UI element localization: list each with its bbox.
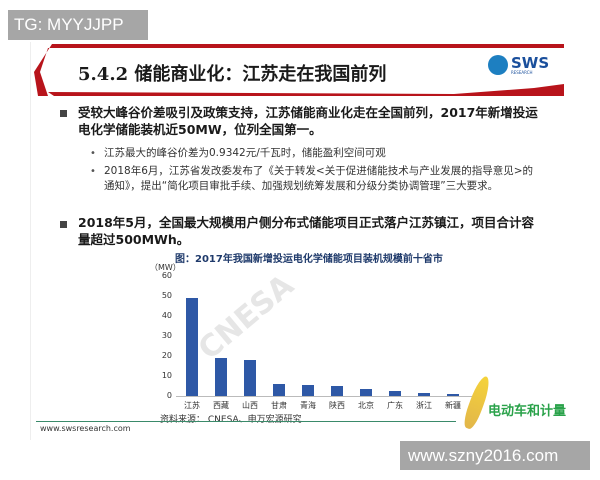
bullet-icon [60, 110, 67, 117]
logo-text: SWS [511, 53, 550, 72]
globe-icon [488, 55, 508, 75]
bar-甘肃 [273, 384, 285, 396]
x-tick-label: 西藏 [213, 401, 229, 410]
slide [30, 42, 568, 440]
bullet-icon [60, 221, 67, 228]
source-note: 资料来源： CNESA、申万宏源研究 [160, 415, 302, 425]
bar-江苏 [186, 298, 198, 396]
footer-url: www.swsresearch.com [40, 424, 131, 433]
x-tick-label: 新疆 [445, 401, 461, 410]
x-tick-label: 浙江 [416, 401, 432, 410]
logo-subtext: RESEARCH [511, 69, 533, 75]
y-tick-label: 30 [161, 331, 172, 340]
divider [36, 421, 456, 422]
x-tick-label: 江苏 [184, 401, 200, 410]
x-tick-label: 北京 [358, 401, 374, 410]
x-tick-label: 广东 [387, 401, 403, 410]
y-tick-label: 20 [161, 351, 172, 360]
bullet-2: 2018年5月，全国最大规模用户侧分布式储能项目正式落户江苏镇江，项目合计容量超… [78, 215, 534, 247]
x-axis [176, 396, 472, 397]
x-tick-label: 山西 [242, 401, 258, 410]
x-tick-label: 甘肃 [271, 401, 287, 410]
event-badge: 电动车和计量 [488, 404, 567, 419]
bar-山西 [244, 360, 256, 396]
title-bar-decoration [34, 44, 564, 96]
bar-西藏 [215, 358, 227, 396]
sub-bullet-1: 江苏最大的峰谷价差为0.9342元/千瓦时，储能盈利空间可观 [104, 147, 386, 159]
y-axis-unit: （MW） [150, 263, 181, 272]
bar-新疆 [447, 393, 459, 396]
bar-广东 [389, 391, 401, 396]
sub-bullet-2: 2018年6月，江苏省发改委发布了《关于转发<关于促进储能技术与产业发展的指导意… [104, 165, 533, 192]
y-tick-label: 60 [161, 271, 172, 280]
slide-title: 5.4.2 储能商业化：江苏走在我国前列 [78, 64, 387, 85]
x-tick-label: 青海 [300, 401, 316, 410]
bar-北京 [360, 389, 372, 396]
y-tick-label: 40 [161, 311, 172, 320]
y-tick-label: 0 [166, 391, 172, 400]
y-tick-label: 50 [161, 291, 172, 300]
watermark-bottom: www.szny2016.com [400, 441, 590, 470]
bullet-1: 受较大峰谷价差吸引及政策支持，江苏储能商业化走在全国前列，2017年新增投运电化… [78, 105, 538, 137]
bar-浙江 [418, 393, 430, 396]
bar-青海 [302, 385, 314, 396]
y-tick-label: 10 [161, 371, 172, 380]
sws-logo: SWS RESEARCH [488, 55, 549, 75]
bar-陕西 [331, 386, 343, 396]
sub-bullet-icon: • [90, 166, 96, 177]
sub-bullet-icon: • [90, 148, 96, 159]
x-tick-label: 陕西 [329, 401, 345, 410]
chart-title: 图：2017年我国新增投运电化学储能项目装机规模前十省市 [175, 254, 443, 265]
watermark-top: TG: MYYJJPP [8, 10, 148, 40]
